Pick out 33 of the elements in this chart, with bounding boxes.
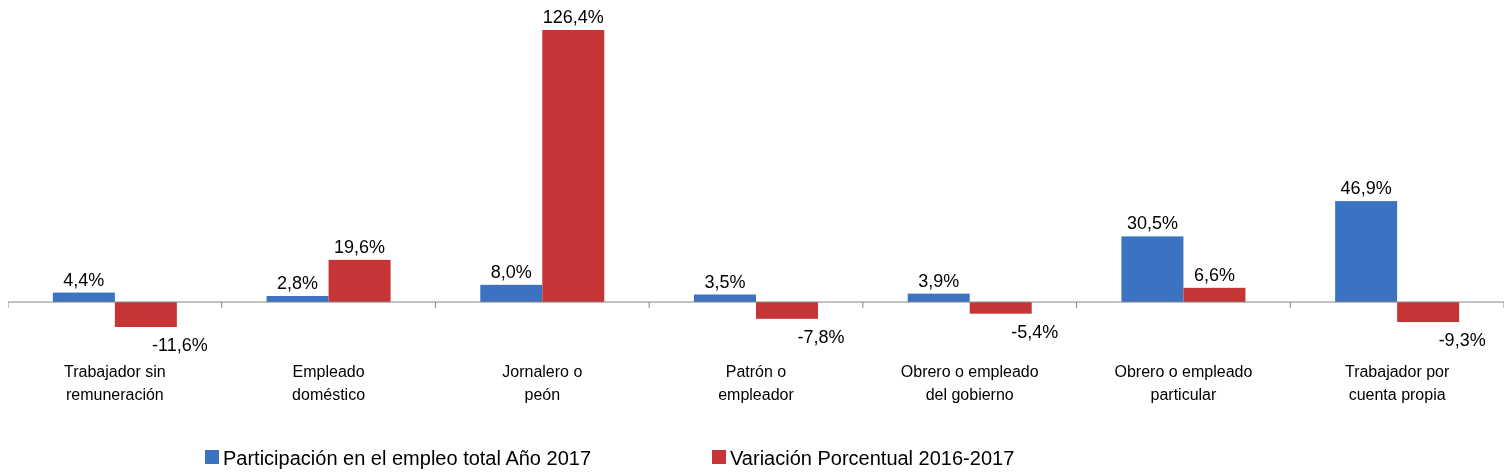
data-label: 6,6% (1193, 264, 1235, 285)
bar (328, 259, 391, 303)
bar (1183, 287, 1246, 303)
bar (1121, 236, 1184, 303)
data-label: -7,8% (797, 326, 845, 347)
data-label: -5,4% (1011, 321, 1059, 342)
x-tick-label: Trabajador por cuenta propia (1344, 363, 1450, 403)
data-label: 30,5% (1126, 213, 1178, 234)
bar (480, 284, 543, 303)
x-tick-label: Jornalero o peón (502, 363, 583, 403)
data-label: 19,6% (334, 236, 386, 257)
data-label: 46,9% (1340, 178, 1392, 199)
data-label: -9,3% (1438, 330, 1486, 351)
bar (969, 302, 1032, 314)
bar (114, 302, 177, 327)
data-label: 3,9% (918, 270, 960, 291)
data-label: 4,4% (63, 269, 105, 290)
data-label: -11,6% (152, 335, 208, 355)
data-label: 2,8% (277, 273, 319, 294)
legend-label: Participación en el empleo total Año 2017 (223, 447, 592, 469)
data-label: 8,0% (490, 261, 532, 282)
x-tick-label: Patrón o empleador (718, 363, 795, 403)
bar (542, 30, 605, 303)
x-tick-label: Empleado doméstico (292, 363, 366, 403)
x-tick-label: Trabajador sin remuneración (64, 363, 166, 403)
data-label: 126,4% (542, 7, 604, 27)
bar (1335, 201, 1398, 303)
x-tick-label: Obrero o empleado particular (1114, 363, 1253, 403)
data-label: 3,5% (704, 271, 746, 292)
bar (1397, 302, 1460, 323)
bar (756, 302, 818, 319)
x-tick-label: Obrero o empleado del gobierno (900, 363, 1039, 403)
legend-label: Variación Porcentual 2016-2017 (730, 447, 1015, 469)
